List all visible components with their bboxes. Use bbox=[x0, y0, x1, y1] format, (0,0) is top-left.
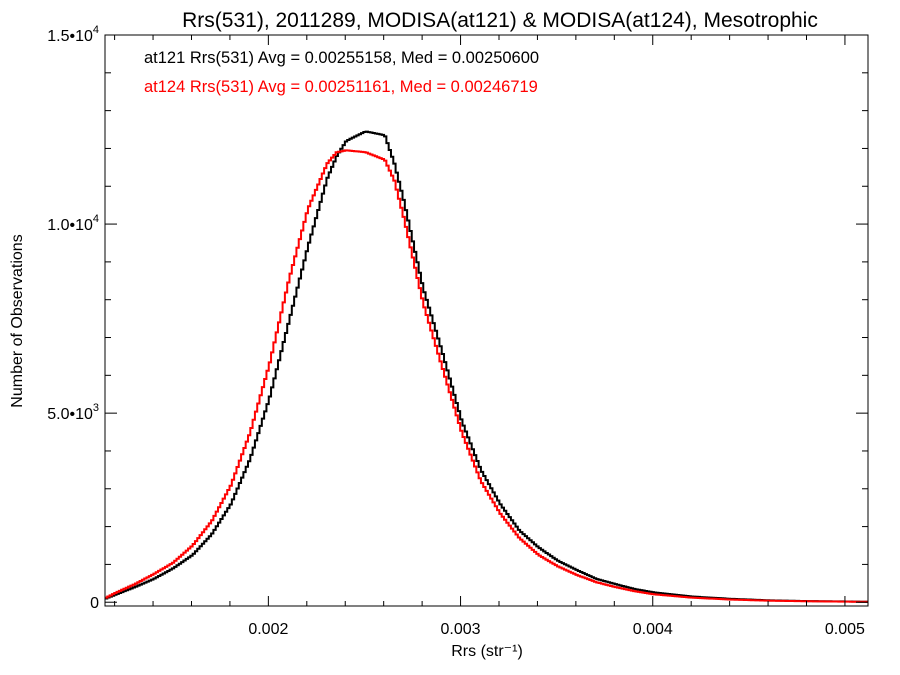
series-line-at121 bbox=[105, 130, 868, 603]
plot-frame bbox=[104, 34, 869, 607]
y-tick-label: 1.0•104 bbox=[47, 213, 99, 234]
x-tick-label: 0.002 bbox=[248, 621, 288, 638]
plot-layer bbox=[105, 130, 868, 603]
series-line-at124 bbox=[105, 149, 868, 603]
y-tick-label: 5.0•103 bbox=[47, 402, 99, 423]
y-tick-label: 1.5•104 bbox=[47, 24, 99, 45]
chart-title: Rrs(531), 2011289, MODISA(at121) & MODIS… bbox=[182, 9, 818, 32]
y-tick-label: 0 bbox=[90, 595, 99, 612]
annotation-at124: at124 Rrs(531) Avg = 0.00251161, Med = 0… bbox=[144, 78, 538, 96]
x-axis-label: Rrs (str⁻¹) bbox=[451, 643, 523, 660]
y-axis-label: Number of Observations bbox=[9, 234, 26, 407]
x-tick-label: 0.003 bbox=[441, 621, 481, 638]
axes-layer: 0.002 0.003 0.004 0.005 0 5.0•103 1.0•104 1.5•1… bbox=[47, 24, 868, 638]
x-tick-label: 0.005 bbox=[825, 621, 865, 638]
x-tick-label: 0.004 bbox=[633, 621, 673, 638]
annotation-at121: at121 Rrs(531) Avg = 0.00255158, Med = 0… bbox=[144, 49, 539, 67]
